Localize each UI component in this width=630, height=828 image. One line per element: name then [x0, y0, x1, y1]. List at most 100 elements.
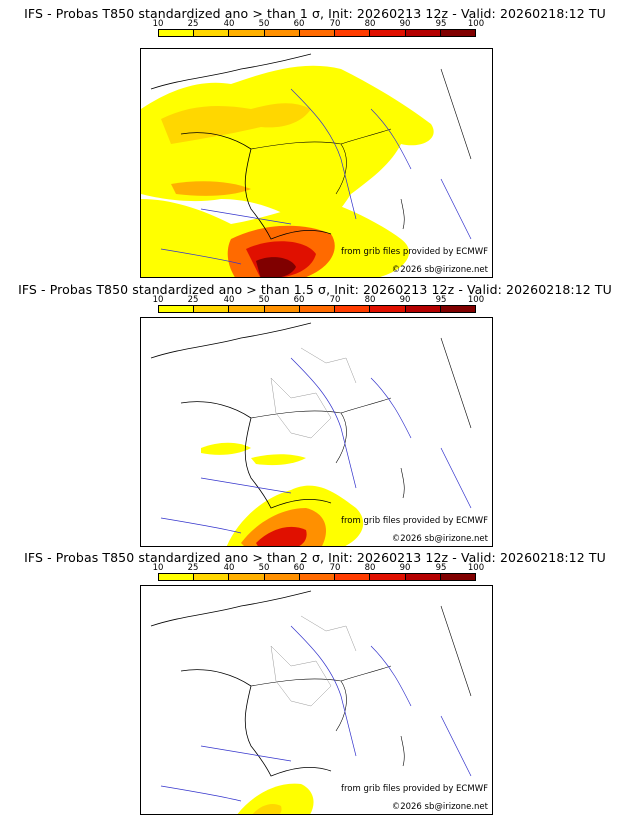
colorbar-swatch	[440, 574, 475, 580]
colorbar-tick: 100	[467, 563, 485, 573]
colorbar-swatch	[159, 574, 195, 580]
colorbar-tick: 60	[293, 19, 305, 29]
credit-source: from grib files provided by ECMWF	[341, 247, 488, 257]
region-borders	[270, 347, 357, 439]
colorbar-swatch	[194, 30, 230, 36]
colorbar-swatch	[264, 306, 300, 312]
map-graphic	[150, 590, 472, 814]
colorbar-swatch	[299, 30, 336, 36]
colorbar-tick: 10	[152, 295, 164, 305]
colorbar-swatch	[229, 574, 265, 580]
colorbar-tick: 100	[467, 19, 485, 29]
colorbar-tick: 95	[435, 19, 447, 29]
colorbar-swatch	[405, 306, 441, 312]
coastline-east	[400, 68, 472, 230]
colorbar-tick: 95	[435, 563, 447, 573]
colorbar-tick: 40	[223, 19, 235, 29]
shade-10	[201, 442, 251, 455]
colorbar-tick: 70	[329, 295, 341, 305]
colorbar-tick: 80	[364, 295, 376, 305]
rivers-east	[370, 377, 472, 509]
colorbar-tick: 50	[258, 19, 270, 29]
colorbar-swatch	[335, 574, 371, 580]
country-border	[250, 397, 392, 464]
colorbar-swatch	[370, 30, 406, 36]
rivers	[160, 625, 357, 802]
colorbar-ticks: 10 25 40 50 60 70 80 90 95 100	[153, 19, 485, 29]
colorbar-tick: 60	[293, 563, 305, 573]
colorbar-swatch	[229, 30, 265, 36]
colorbar-tick: 80	[364, 19, 376, 29]
colorbar-ticks: 10 25 40 50 60 70 80 90 95 100	[153, 563, 485, 573]
colorbar-swatch	[264, 574, 300, 580]
colorbar-tick: 90	[399, 295, 411, 305]
shade-80	[256, 526, 307, 546]
colorbar-swatch	[440, 30, 475, 36]
colorbar-tick: 50	[258, 563, 270, 573]
colorbar-swatch	[405, 30, 441, 36]
coastline	[150, 590, 332, 777]
colorbar-tick: 10	[152, 563, 164, 573]
colorbar-swatch	[299, 574, 336, 580]
shade-40	[171, 181, 251, 196]
shade-10-mid	[251, 454, 306, 466]
colorbar-tick: 70	[329, 563, 341, 573]
colorbar-tick: 50	[258, 295, 270, 305]
probability-map: from grib files provided by ECMWF ©2026 …	[140, 48, 493, 278]
colorbar: 10 25 40 50 60 70 80 90 95 100	[153, 295, 485, 314]
colorbar-tick: 60	[293, 295, 305, 305]
colorbar: 10 25 40 50 60 70 80 90 95 100	[153, 19, 485, 38]
credit-source: from grib files provided by ECMWF	[341, 516, 488, 526]
colorbar-swatch	[440, 306, 475, 312]
shade-95	[256, 257, 296, 277]
colorbar-tick: 10	[152, 19, 164, 29]
rivers	[160, 357, 357, 534]
colorbar-swatch	[370, 306, 406, 312]
colorbar-swatch	[229, 306, 265, 312]
rivers	[160, 88, 357, 265]
colorbar-swatch	[335, 306, 371, 312]
colorbar-swatches	[158, 29, 476, 37]
credit-copyright: ©2026 sb@irizone.net	[391, 534, 488, 544]
panel-title: IFS - Probas T850 standardized ano > tha…	[18, 282, 612, 297]
colorbar-tick: 25	[187, 19, 199, 29]
country-border	[250, 665, 392, 732]
credit-copyright: ©2026 sb@irizone.net	[391, 802, 488, 812]
rivers-east	[370, 645, 472, 777]
colorbar-swatch	[194, 574, 230, 580]
coastline-east	[400, 605, 472, 767]
region-borders	[270, 615, 357, 707]
credit-copyright: ©2026 sb@irizone.net	[391, 265, 488, 275]
probability-map: from grib files provided by ECMWF ©2026 …	[140, 585, 493, 815]
coastline	[150, 53, 332, 240]
country-border	[250, 128, 392, 195]
coastline	[150, 322, 332, 509]
panel-title: IFS - Probas T850 standardized ano > tha…	[24, 550, 606, 565]
coastline-east	[400, 337, 472, 499]
colorbar-swatch	[405, 574, 441, 580]
probability-map: from grib files provided by ECMWF ©2026 …	[140, 317, 493, 547]
credit-source: from grib files provided by ECMWF	[341, 784, 488, 794]
colorbar-swatch	[159, 306, 195, 312]
colorbar-swatch	[159, 30, 195, 36]
shade-10-south	[237, 783, 314, 814]
colorbar-tick: 95	[435, 295, 447, 305]
colorbar-tick: 40	[223, 295, 235, 305]
colorbar: 10 25 40 50 60 70 80 90 95 100	[153, 563, 485, 582]
colorbar-swatch	[299, 306, 336, 312]
colorbar-swatches	[158, 305, 476, 313]
panel-title: IFS - Probas T850 standardized ano > tha…	[24, 6, 606, 21]
map-graphic	[141, 53, 472, 277]
colorbar-ticks: 10 25 40 50 60 70 80 90 95 100	[153, 295, 485, 305]
shade-25	[252, 804, 282, 814]
colorbar-tick: 70	[329, 19, 341, 29]
colorbar-swatch	[264, 30, 300, 36]
colorbar-tick: 90	[399, 563, 411, 573]
shade-10	[141, 65, 434, 229]
map-graphic	[150, 322, 472, 546]
rivers-east	[370, 108, 472, 240]
colorbar-tick: 40	[223, 563, 235, 573]
colorbar-swatch	[335, 30, 371, 36]
colorbar-tick: 25	[187, 295, 199, 305]
colorbar-tick: 100	[467, 295, 485, 305]
